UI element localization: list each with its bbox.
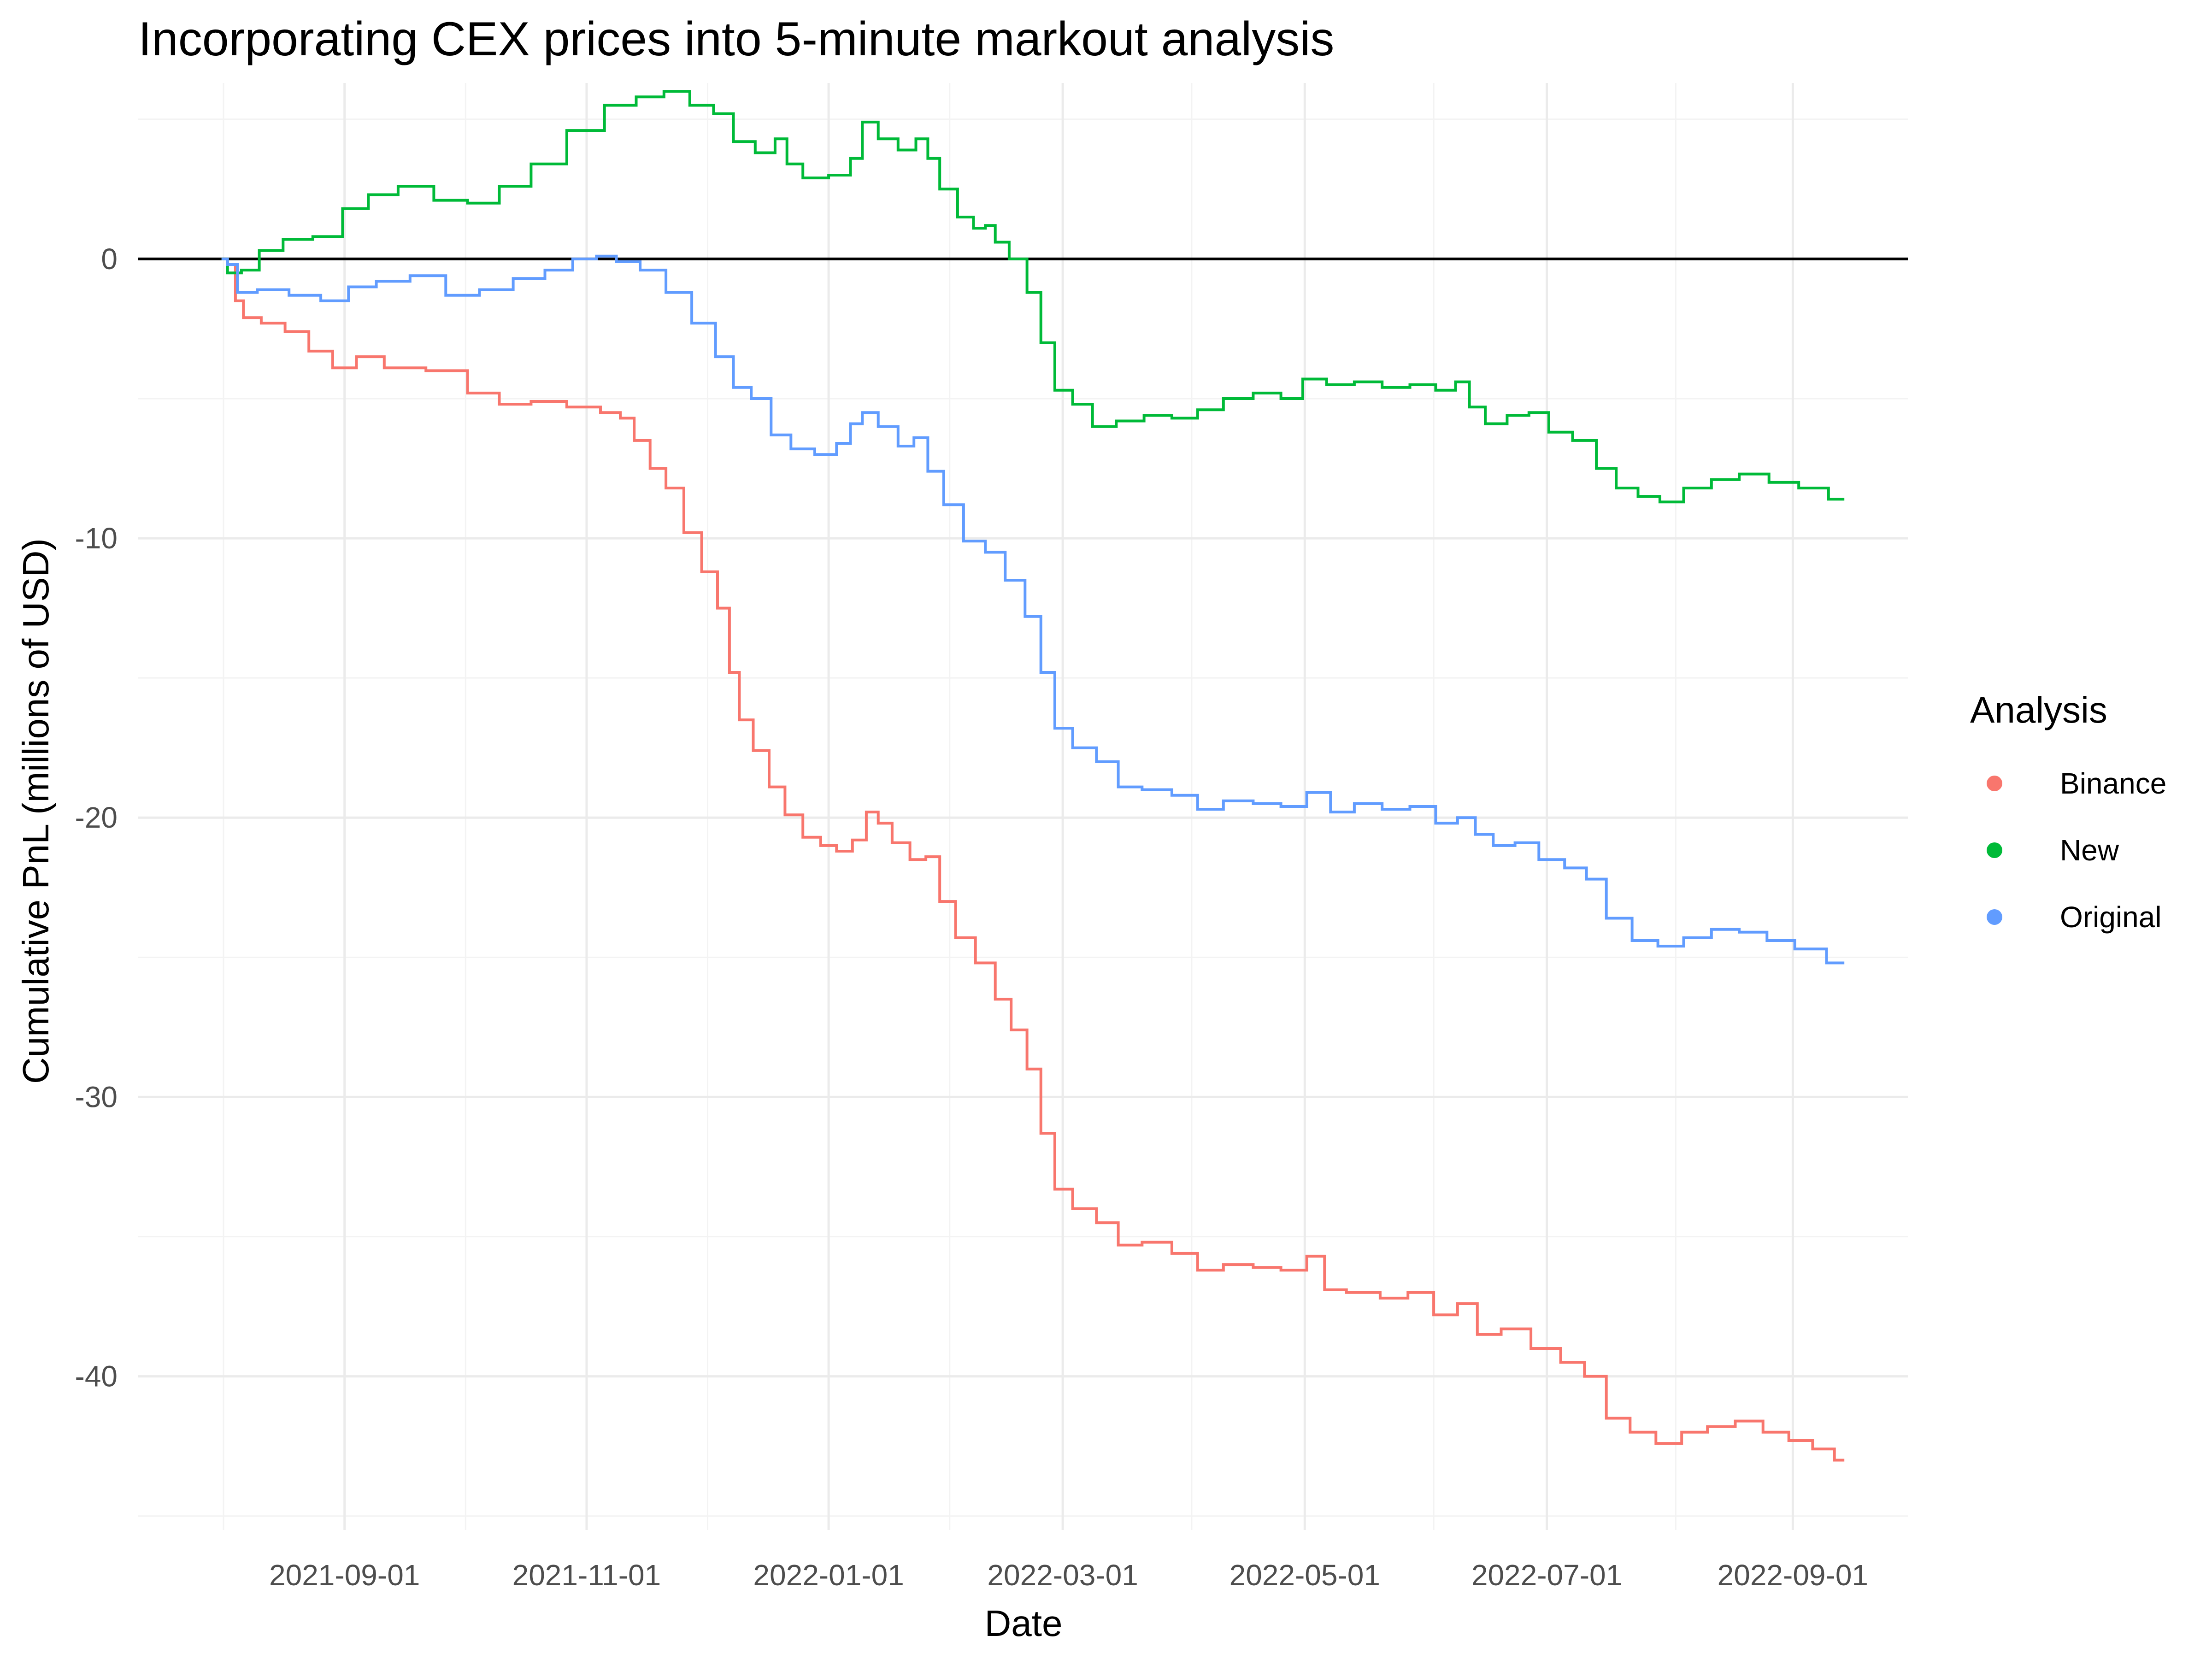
x-tick-label: 2022-05-01 — [1230, 1559, 1380, 1592]
y-axis-title: Cumulative PnL (millions of USD) — [15, 538, 56, 1084]
legend-key-binance — [1987, 776, 2002, 791]
legend-label: Original — [2060, 900, 2162, 934]
x-tick-label: 2022-03-01 — [987, 1559, 1138, 1592]
x-tick-label: 2022-01-01 — [753, 1559, 904, 1592]
series-line-original — [221, 254, 1845, 965]
y-tick-label: -40 — [75, 1360, 118, 1393]
legend-label: New — [2060, 834, 2119, 867]
legend-title: Analysis — [1970, 689, 2107, 730]
x-tick-label: 2022-07-01 — [1471, 1559, 1622, 1592]
y-tick-label: -10 — [75, 522, 118, 555]
y-tick-label: 0 — [101, 242, 118, 276]
x-tick-label: 2021-09-01 — [269, 1559, 420, 1592]
legend-label: Binance — [2060, 767, 2166, 800]
legend-key-new — [1987, 842, 2002, 858]
series-line-binance — [221, 257, 1845, 1462]
legend-key-original — [1987, 909, 2002, 925]
y-tick-label: -30 — [75, 1080, 118, 1113]
chart-title: Incorporating CEX prices into 5-minute m… — [138, 12, 1334, 66]
legend: Analysis Binance New Original — [1970, 689, 2166, 934]
y-tick-label: -20 — [75, 801, 118, 834]
series-line-new — [221, 90, 1845, 504]
x-tick-label: 2021-11-01 — [512, 1559, 661, 1592]
x-tick-label: 2022-09-01 — [1718, 1559, 1868, 1592]
x-axis-title: Date — [985, 1603, 1063, 1644]
